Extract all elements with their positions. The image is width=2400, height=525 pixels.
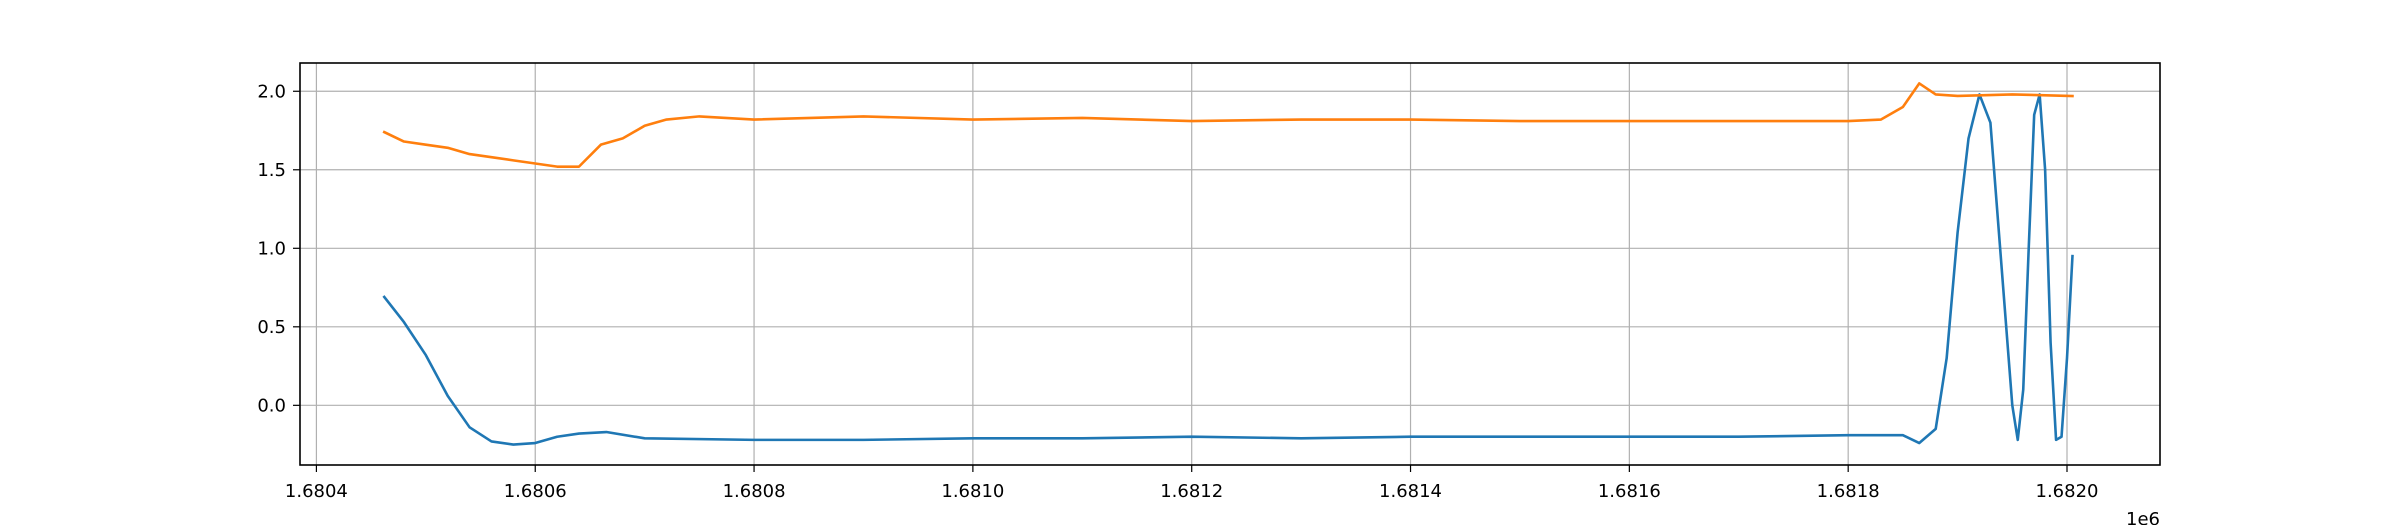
series-2-line [382,82,2074,168]
plot-frame [299,62,2161,466]
y-tick-label: 1.0 [257,238,286,259]
series-1-line [382,93,2074,446]
x-tick-label: 1.6812 [1160,481,1223,502]
x-tick-label: 1.6820 [2036,481,2099,502]
tick-marks [293,90,2068,472]
x-tick-label: 1.6810 [941,481,1004,502]
series-layer [382,82,2074,446]
y-tick-label: 0.0 [257,395,286,416]
x-tick-label: 1.6806 [504,481,567,502]
x-tick-label: 1.6818 [1817,481,1880,502]
x-axis-offset-label: 1e6 [2126,509,2160,525]
x-tick-label: 1.6816 [1598,481,1661,502]
grid [300,63,2160,465]
x-tick-label: 1.6808 [723,481,786,502]
x-tick-label: 1.6804 [285,481,348,502]
y-tick-label: 0.5 [257,317,286,338]
tick-labels: 1.6804 1.6806 1.6808 1.6810 1.6812 1.6814 1.68… [257,81,2098,502]
y-tick-label: 2.0 [257,81,286,102]
x-tick-label: 1.6814 [1379,481,1442,502]
y-tick-label: 1.5 [257,160,286,181]
